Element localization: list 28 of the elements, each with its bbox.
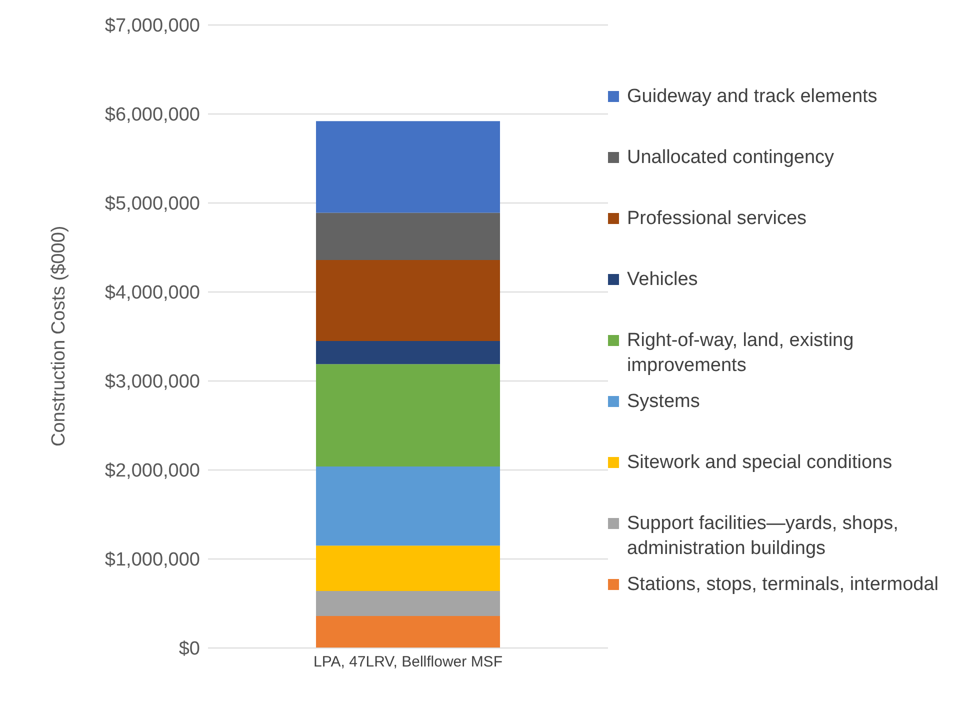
y-tick-label: $2,000,000 bbox=[104, 460, 200, 482]
bar bbox=[316, 466, 500, 546]
legend-label: Right-of-way, land, existing improvements bbox=[627, 328, 855, 378]
y-tick-label: $1,000,000 bbox=[104, 550, 200, 571]
bar bbox=[316, 364, 500, 466]
y-tick-label: $3,000,000 bbox=[104, 372, 200, 393]
y-axis-title: Construction Costs ($000) bbox=[48, 226, 70, 446]
x-tick-label: LPA, 47LRV, Bellflower MSF bbox=[314, 654, 502, 671]
bar bbox=[316, 546, 500, 592]
legend-label: Professional services bbox=[627, 206, 807, 230]
bar bbox=[316, 121, 500, 213]
bar bbox=[316, 591, 500, 616]
y-tick-label: $5,000,000 bbox=[104, 194, 200, 215]
legend-label: Guideway and track elements bbox=[627, 84, 878, 108]
y-tick-label: $7,000,000 bbox=[104, 16, 200, 37]
legend-label: Unallocated contingency bbox=[627, 146, 834, 170]
bar bbox=[316, 260, 500, 341]
legend-label: Sitework and special conditions bbox=[627, 450, 892, 474]
legend-label: Support facilities—yards, shops, administration buildings bbox=[627, 512, 900, 560]
legend-label: Vehicles bbox=[627, 268, 698, 292]
legend-label: Stations, stops, terminals, intermodal bbox=[627, 572, 939, 596]
bar bbox=[316, 340, 500, 364]
bar bbox=[316, 616, 500, 648]
y-tick-label: $4,000,000 bbox=[104, 282, 200, 304]
y-tick-label: $6,000,000 bbox=[104, 104, 200, 126]
legend-label: Systems bbox=[627, 390, 700, 414]
bar bbox=[316, 212, 500, 260]
y-tick-label: $0 bbox=[178, 638, 200, 660]
